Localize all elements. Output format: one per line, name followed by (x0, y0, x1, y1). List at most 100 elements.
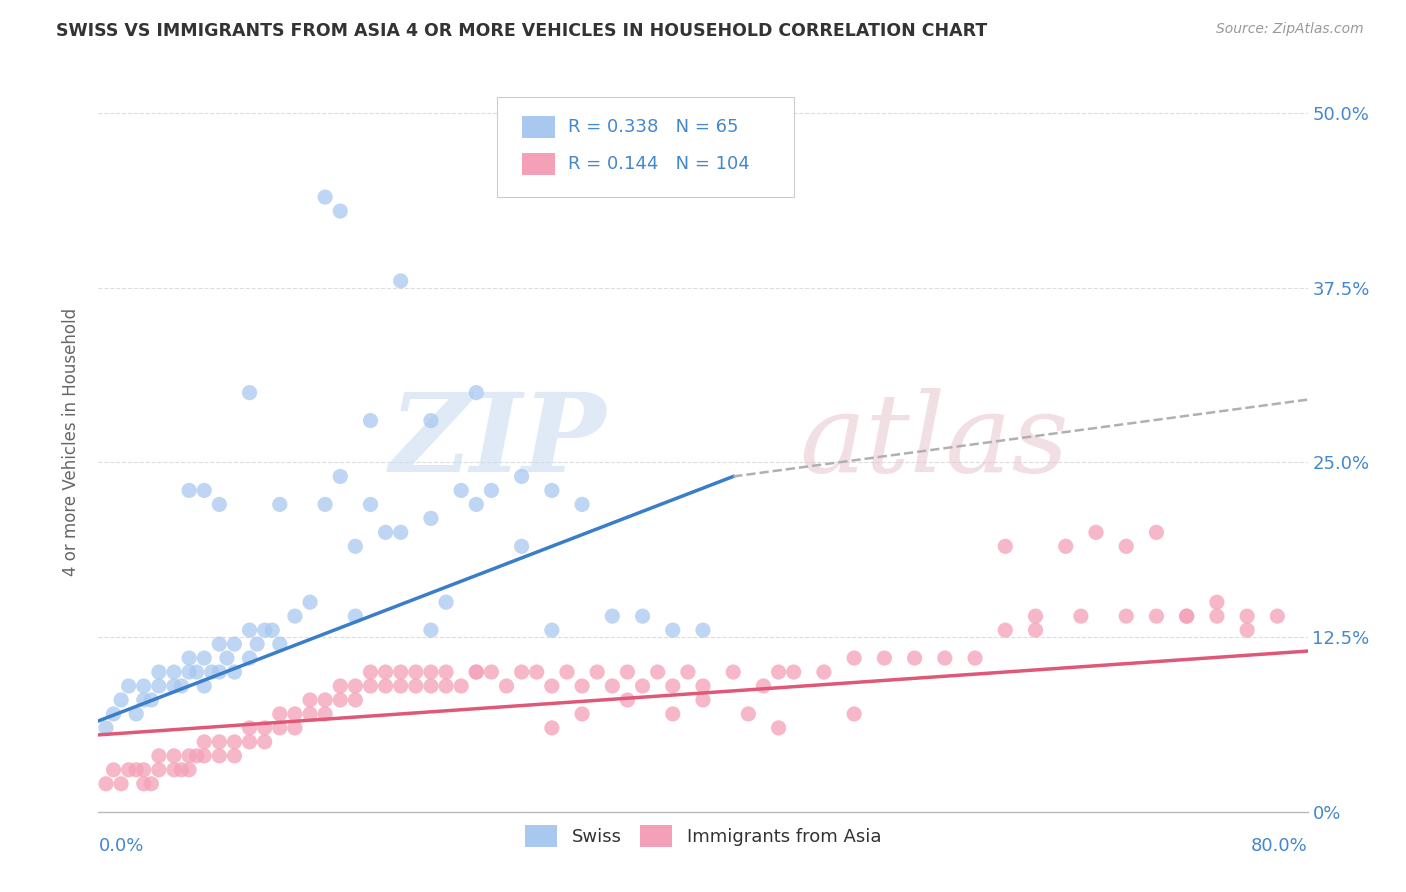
Point (1236, 609, 1258, 624)
Point (676, 665, 699, 679)
Point (1175, 609, 1198, 624)
Point (179, 763, 201, 777)
Point (602, 609, 624, 624)
Point (186, 665, 208, 679)
Point (465, 665, 488, 679)
Point (510, 539, 533, 553)
Bar (522, 153, 555, 175)
Point (179, 748, 201, 763)
Point (329, 204, 352, 219)
Point (344, 539, 367, 553)
Point (434, 665, 457, 679)
Point (224, 735, 246, 749)
Point (193, 483, 215, 498)
Point (571, 679, 593, 693)
Point (148, 665, 170, 679)
Point (389, 525, 412, 540)
Point (420, 679, 443, 693)
Point (540, 679, 562, 693)
Point (420, 414, 443, 428)
Point (1024, 623, 1046, 637)
Point (269, 706, 291, 721)
Point (737, 706, 759, 721)
Point (768, 665, 790, 679)
Point (208, 735, 231, 749)
Point (269, 637, 291, 651)
Point (208, 665, 231, 679)
Point (269, 497, 291, 511)
Point (179, 483, 201, 498)
Point (314, 190, 336, 204)
Point (465, 497, 488, 511)
Point (631, 679, 654, 693)
Point (692, 693, 714, 707)
Point (141, 777, 163, 791)
Point (994, 623, 1017, 637)
Point (132, 777, 155, 791)
Point (193, 651, 215, 665)
Point (344, 609, 367, 624)
Point (224, 748, 246, 763)
Point (405, 679, 427, 693)
Point (434, 595, 457, 609)
Point (661, 679, 683, 693)
Point (125, 706, 148, 721)
Legend: Swiss, Immigrants from Asia: Swiss, Immigrants from Asia (517, 818, 889, 855)
Point (253, 623, 276, 637)
Point (125, 763, 148, 777)
Point (132, 693, 155, 707)
Point (208, 748, 231, 763)
Text: atlas: atlas (800, 388, 1070, 495)
Point (540, 623, 562, 637)
Point (420, 511, 443, 525)
Point (360, 665, 382, 679)
Point (1070, 609, 1092, 624)
Point (768, 721, 790, 735)
Point (94, 777, 117, 791)
Point (813, 665, 835, 679)
Point (374, 665, 396, 679)
Point (314, 497, 336, 511)
Point (1175, 609, 1198, 624)
Point (692, 623, 714, 637)
Point (1206, 609, 1229, 624)
Point (1267, 609, 1289, 624)
Point (239, 623, 262, 637)
Text: Source: ZipAtlas.com: Source: ZipAtlas.com (1216, 22, 1364, 37)
Point (94, 721, 117, 735)
Point (389, 665, 412, 679)
Point (148, 748, 170, 763)
Point (148, 679, 170, 693)
Point (118, 763, 141, 777)
Point (661, 623, 683, 637)
Point (420, 623, 443, 637)
Point (904, 651, 927, 665)
Point (434, 679, 457, 693)
Y-axis label: 4 or more Vehicles in Household: 4 or more Vehicles in Household (62, 308, 80, 575)
Point (495, 679, 517, 693)
Point (783, 665, 806, 679)
Point (163, 665, 186, 679)
Point (299, 595, 322, 609)
Point (526, 665, 548, 679)
Point (201, 665, 224, 679)
Text: 80.0%: 80.0% (1251, 837, 1308, 855)
Point (110, 777, 132, 791)
Point (510, 665, 533, 679)
Point (132, 679, 155, 693)
Point (360, 497, 382, 511)
Point (224, 665, 246, 679)
Point (208, 637, 231, 651)
Point (481, 483, 503, 498)
Point (215, 651, 238, 665)
Point (1054, 539, 1077, 553)
Point (193, 748, 215, 763)
Point (465, 385, 488, 400)
Point (647, 665, 669, 679)
Point (329, 693, 352, 707)
Point (934, 651, 956, 665)
Point (571, 497, 593, 511)
Point (374, 679, 396, 693)
Point (262, 623, 284, 637)
Point (193, 679, 215, 693)
